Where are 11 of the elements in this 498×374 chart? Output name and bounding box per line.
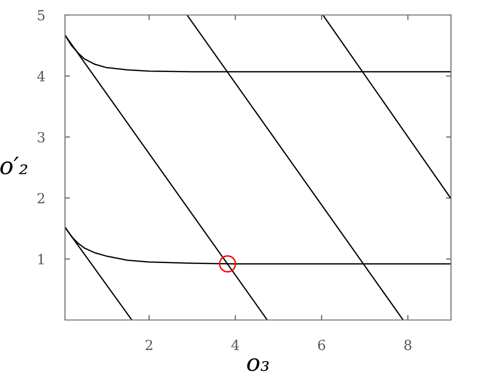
- y-tick-label: 3: [38, 132, 45, 142]
- y-tick-label: 4: [37, 70, 45, 82]
- y-axis-title: o′₂: [0, 156, 28, 174]
- x-tick-label: 8: [404, 340, 412, 350]
- y-tick-label: 1: [38, 254, 44, 264]
- x-tick-label: 4: [231, 340, 240, 350]
- x-tick-label: 2: [146, 340, 152, 350]
- y-tick-label: 5: [38, 10, 44, 20]
- x-axis-title: o₃: [247, 358, 269, 372]
- y-tick-label: 2: [38, 192, 44, 204]
- x-tick-label: 6: [318, 340, 326, 350]
